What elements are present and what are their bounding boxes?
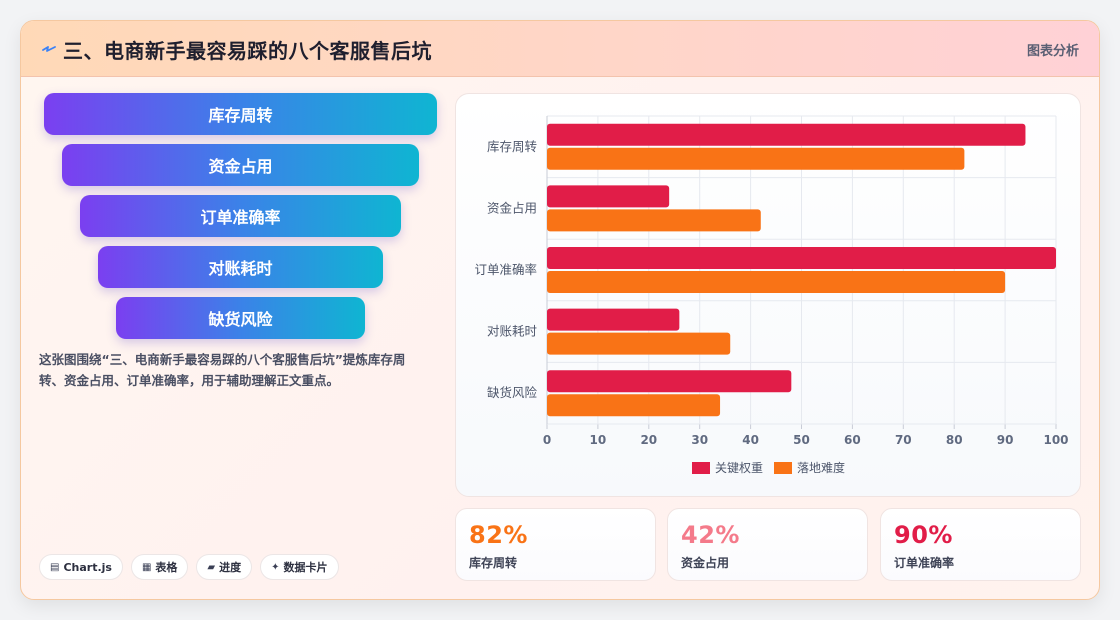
bar-chart: 0 10 20 30 40 50 60 70 80 90 100 库存周转资金占用订单准确率对账耗时缺… xyxy=(474,115,1069,475)
chart-panel: 0 10 20 30 40 50 60 70 80 90 100 库存周转资金占用订单准确率对账耗时缺… xyxy=(455,93,1081,497)
stat-card-order-accuracy: 90% 订单准确率 xyxy=(880,508,1081,581)
bar-weight xyxy=(547,370,792,393)
spark-icon xyxy=(42,46,56,52)
x-tick-label: 0 xyxy=(543,433,551,447)
stat-card-capital: 42% 资金占用 xyxy=(667,508,868,581)
x-tick-label: 20 xyxy=(640,433,657,447)
legend-swatch xyxy=(774,462,792,474)
tag-label: 数据卡片 xyxy=(283,561,328,574)
x-tick-label: 60 xyxy=(844,433,861,447)
chart-analysis-label: 图表分析 xyxy=(1026,44,1079,59)
x-tick-label: 100 xyxy=(1043,433,1068,447)
funnel-item-order-accuracy: 订单准确率 xyxy=(80,195,401,237)
tag-data-card[interactable]: ✦ 数据卡片 xyxy=(260,554,339,580)
chart-description: 这张图围绕“三、电商新手最容易踩的八个客服售后坑”提炼库存周转、资金占用、订单准… xyxy=(39,352,406,388)
tag-chartjs[interactable]: ▤ Chart.js xyxy=(39,554,123,580)
stat-card-inventory: 82% 库存周转 xyxy=(455,508,656,581)
bar-weight xyxy=(547,308,680,331)
x-tick-label: 10 xyxy=(590,433,607,447)
tag-progress[interactable]: ▰ 进度 xyxy=(196,554,253,580)
bar-weight xyxy=(547,123,1026,146)
y-tick-label: 库存周转 xyxy=(487,139,537,154)
stat-value: 90% xyxy=(894,521,953,549)
tag-table[interactable]: ▦ 表格 xyxy=(130,554,189,580)
legend-swatch xyxy=(692,462,710,474)
sparkle-icon: ✦ xyxy=(271,561,280,573)
tag-label: 进度 xyxy=(219,561,242,574)
legend-label: 落地难度 xyxy=(797,460,845,475)
main-card: 三、电商新手最容易踩的八个客服售后坑 图表分析 库存周转 资金占用 订单准确率 … xyxy=(20,20,1100,600)
bar-difficulty xyxy=(547,147,965,170)
progress-icon: ▰ xyxy=(207,561,216,573)
y-tick-label: 订单准确率 xyxy=(474,262,537,277)
x-tick-label: 50 xyxy=(793,433,810,447)
bar-difficulty xyxy=(547,209,761,232)
table-icon: ▦ xyxy=(141,561,152,573)
chart-icon: ▤ xyxy=(50,561,60,573)
funnel-item-stockout: 缺货风险 xyxy=(116,297,365,339)
bar-weight xyxy=(547,247,1056,269)
x-tick-label: 80 xyxy=(946,433,963,447)
tag-label: Chart.js xyxy=(63,560,112,574)
x-tick-label: 70 xyxy=(895,433,912,447)
bar-difficulty xyxy=(547,271,1006,293)
y-tick-label: 对账耗时 xyxy=(487,324,538,339)
tag-label: 表格 xyxy=(155,561,178,574)
funnel-item-reconcile: 对账耗时 xyxy=(98,246,383,288)
legend-label: 关键权重 xyxy=(715,461,763,475)
x-tick-label: 40 xyxy=(742,433,759,447)
funnel-item-capital: 资金占用 xyxy=(62,144,419,186)
header-bar: 三、电商新手最容易踩的八个客服售后坑 图表分析 xyxy=(21,21,1099,77)
tag-list: ▤ Chart.js ▦ 表格 ▰ 进度 ✦ 数据卡片 xyxy=(39,554,339,580)
bar-weight xyxy=(547,185,670,208)
y-tick-label: 资金占用 xyxy=(487,200,537,215)
y-tick-label: 缺货风险 xyxy=(487,385,538,400)
stat-label: 订单准确率 xyxy=(894,556,955,570)
page-title: 三、电商新手最容易踩的八个客服售后坑 xyxy=(63,39,432,63)
stat-label: 资金占用 xyxy=(681,556,730,570)
stat-value: 42% xyxy=(681,521,740,549)
funnel-item-inventory: 库存周转 xyxy=(44,93,437,135)
bar-difficulty xyxy=(547,394,721,417)
stat-label: 库存周转 xyxy=(469,556,518,570)
bar-difficulty xyxy=(547,332,731,355)
x-tick-label: 30 xyxy=(691,433,708,447)
x-tick-label: 90 xyxy=(997,433,1014,447)
stat-value: 82% xyxy=(469,521,528,549)
